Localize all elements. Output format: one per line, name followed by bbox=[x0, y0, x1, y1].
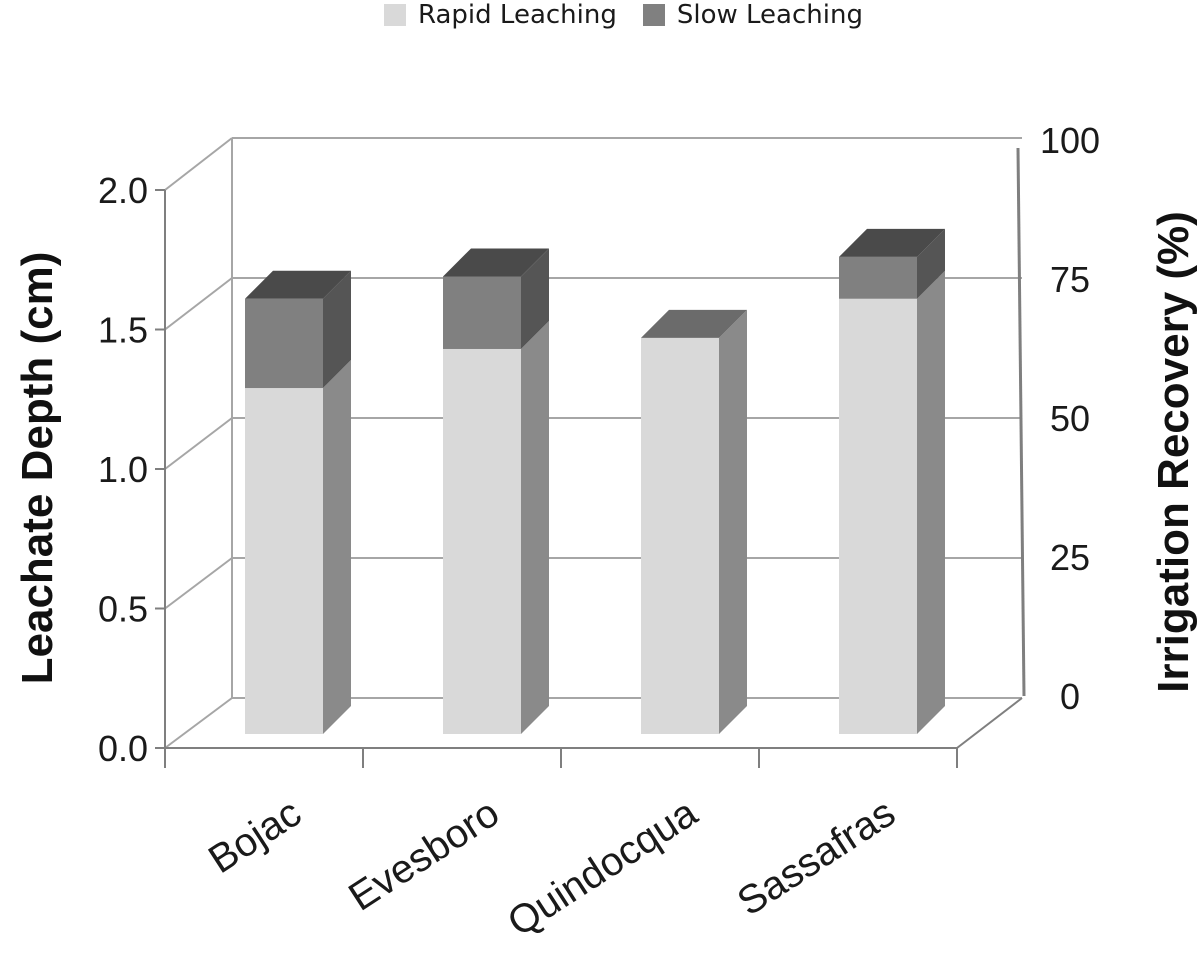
bar-1-front bbox=[245, 298, 323, 389]
y-tick-label: 0.5 bbox=[98, 589, 148, 630]
bar-0-side bbox=[917, 270, 945, 734]
y2-tick-label: 25 bbox=[1050, 537, 1090, 578]
bar-0-side bbox=[323, 360, 351, 734]
bar-top-face bbox=[443, 248, 549, 277]
bar-1-front bbox=[839, 256, 917, 299]
y-tick-label: 2.0 bbox=[98, 170, 148, 211]
y2-tick-label: 0 bbox=[1060, 676, 1080, 717]
x-category-label: Evesboro bbox=[341, 791, 507, 920]
legend-item-slow: Slow Leaching bbox=[642, 0, 863, 30]
bar-top-face bbox=[245, 270, 351, 299]
y-axis-title: Leachate Depth (cm) bbox=[13, 252, 62, 685]
y2-tick-label: 50 bbox=[1050, 398, 1090, 439]
legend: Rapid Leaching Slow Leaching bbox=[384, 0, 889, 30]
legend-swatch-rapid bbox=[384, 4, 406, 26]
x-category-label: Bojac bbox=[201, 791, 309, 882]
gridline-side bbox=[164, 277, 233, 331]
bar-1-side bbox=[917, 228, 945, 299]
bar-0-front bbox=[245, 388, 323, 734]
floor-right-edge bbox=[956, 697, 1023, 749]
bars bbox=[245, 228, 945, 734]
y2-axis-line bbox=[1016, 147, 1026, 697]
gridline-side bbox=[164, 697, 233, 749]
bar-0-side bbox=[521, 320, 549, 734]
y2-tick-label: 100 bbox=[1040, 120, 1100, 161]
legend-item-rapid: Rapid Leaching bbox=[384, 0, 617, 30]
y2-tick-label: 75 bbox=[1050, 259, 1090, 300]
bar-group-evesboro bbox=[443, 248, 549, 734]
bar-top-face bbox=[839, 228, 945, 257]
y-tick-label: 1.5 bbox=[98, 310, 148, 351]
y-tick-label: 1.0 bbox=[98, 449, 148, 490]
bar-group-sassafras bbox=[839, 228, 945, 734]
gridline-side bbox=[164, 557, 233, 610]
bar-group-bojac bbox=[245, 270, 351, 734]
bar-1-side bbox=[323, 270, 351, 389]
bar-0-front bbox=[839, 298, 917, 734]
y2-axis-title: Irrigation Recovery (%) bbox=[1149, 211, 1198, 693]
x-category-label: Sassafras bbox=[730, 791, 903, 925]
legend-swatch-slow bbox=[642, 4, 665, 26]
y-tick-label: 0.0 bbox=[98, 728, 148, 769]
gridline-side bbox=[164, 137, 233, 191]
bar-0-side bbox=[719, 309, 747, 734]
legend-label-rapid: Rapid Leaching bbox=[418, 0, 617, 30]
bar-0-front bbox=[641, 337, 719, 734]
x-category-label: Quindocqua bbox=[500, 790, 706, 945]
bar-1-side bbox=[521, 248, 549, 349]
gridline-side bbox=[164, 417, 233, 470]
bar-group-quindocqua bbox=[641, 309, 747, 734]
legend-label-slow: Slow Leaching bbox=[676, 0, 863, 30]
bar-top-face bbox=[641, 309, 747, 338]
bar-0-front bbox=[443, 348, 521, 734]
bar-1-front bbox=[443, 276, 521, 349]
